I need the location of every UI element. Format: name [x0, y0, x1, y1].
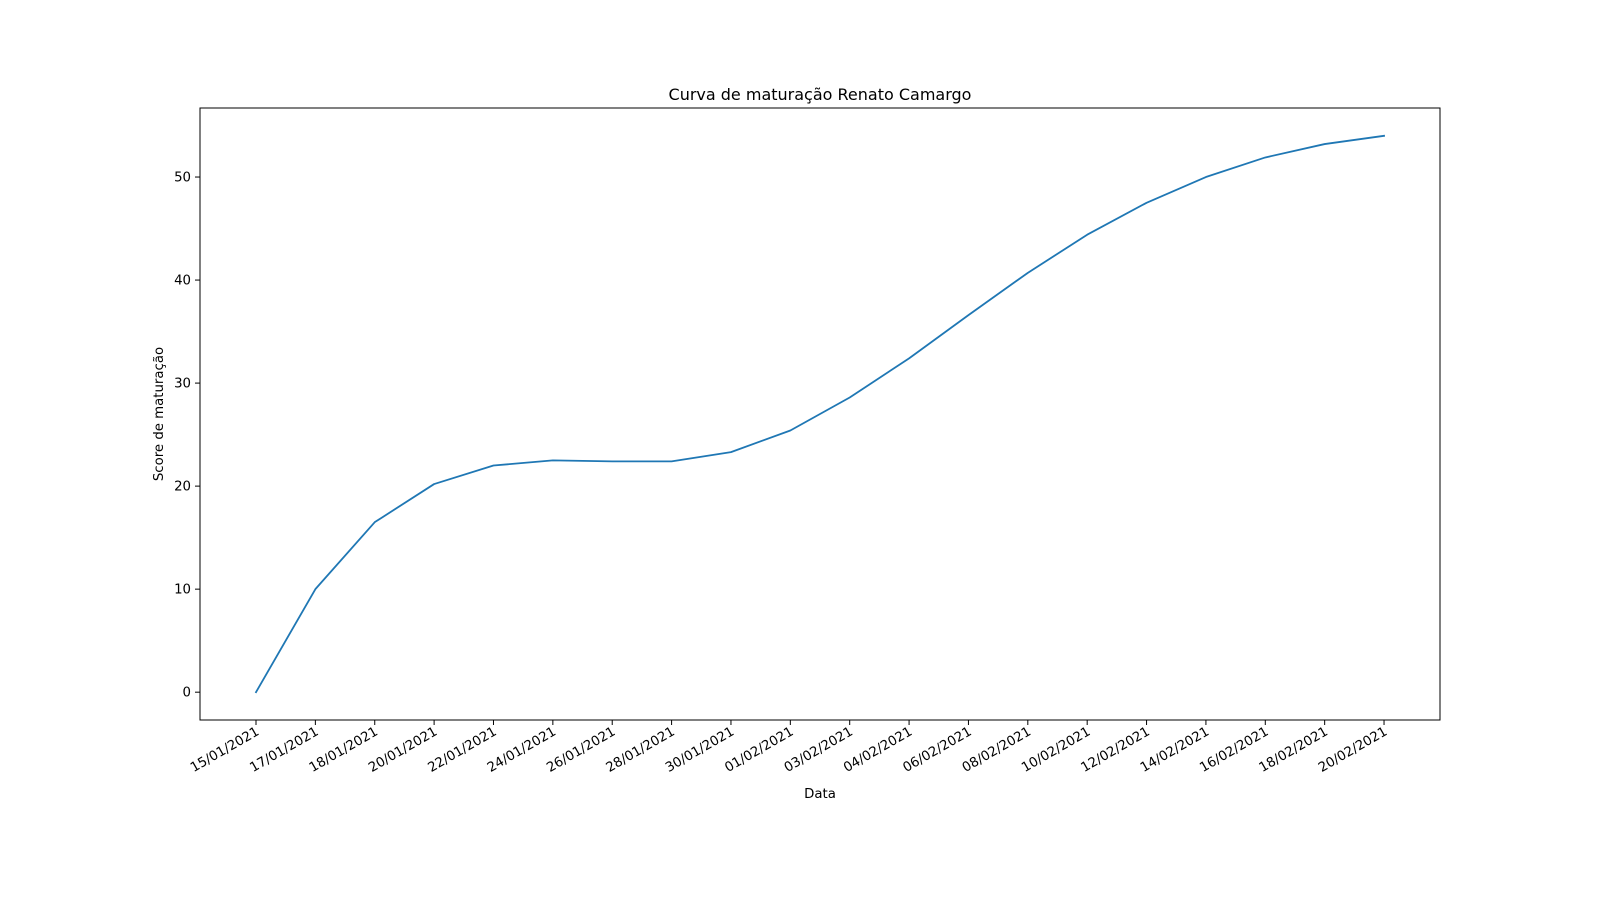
y-tick-label: 30 — [174, 377, 191, 392]
y-axis: 0 10 20 30 40 50 — [174, 171, 200, 701]
plot-frame — [199, 107, 1441, 721]
series-line-0 — [254, 134, 1386, 694]
y-axis-label: Score de maturação — [152, 347, 167, 481]
y-tick-label: 0 — [183, 686, 191, 701]
y-tick-label: 10 — [174, 583, 191, 598]
y-tick-label: 20 — [174, 480, 191, 495]
x-axis-label: Data — [804, 787, 836, 802]
y-tick-label: 40 — [174, 274, 191, 289]
chart-title: Curva de maturação Renato Camargo — [669, 85, 972, 104]
y-tick-label: 50 — [174, 171, 191, 186]
plot-marks — [254, 134, 1386, 694]
